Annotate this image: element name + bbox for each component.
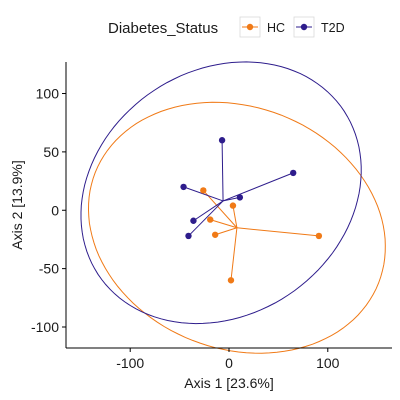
spoke-t2d-2 — [183, 186, 224, 202]
x-axis-title: Axis 1 [23.6%] — [184, 375, 274, 391]
spoke-t2d-4 — [193, 200, 224, 222]
y-tick-label: 0 — [51, 202, 59, 218]
ellipse-hc — [87, 101, 386, 354]
y-tick-label: 100 — [36, 86, 60, 102]
point-t2d-2 — [180, 183, 187, 191]
x-tick-label: 0 — [225, 355, 233, 371]
point-t2d-4 — [190, 217, 197, 224]
x-ticks: -100 0 100 — [116, 348, 340, 371]
y-ticks: -100 -50 0 50 100 — [31, 86, 66, 335]
legend-item-t2d: T2D — [293, 16, 345, 38]
spoke-t2d-5 — [188, 200, 224, 237]
legend-items: HC T2D — [239, 16, 345, 38]
spoke-hc-3 — [215, 227, 238, 236]
x-tick-label: 100 — [316, 355, 340, 371]
legend-label: HC — [267, 21, 285, 35]
point-t2d-0 — [218, 137, 226, 144]
legend-label: T2D — [321, 21, 345, 35]
spoke-hc-2 — [210, 219, 238, 229]
legend-key-point — [246, 23, 254, 31]
point-hc-5 — [227, 277, 235, 284]
spoke-hc-5 — [230, 227, 238, 281]
legend-key-point — [300, 23, 308, 31]
point-t2d-5 — [185, 232, 192, 240]
centroid-spokes — [183, 140, 319, 281]
point-hc-4 — [315, 232, 323, 240]
y-tick-label: 50 — [43, 144, 59, 160]
point-hc-3 — [211, 231, 219, 238]
axes: -100 0 100 -100 -50 0 50 100 Axis 1 [23.6%] Ax… — [9, 62, 392, 391]
confidence-ellipses — [80, 61, 386, 354]
ellipse-t2d — [80, 61, 362, 325]
spoke-hc-0 — [202, 190, 238, 229]
y-axis-title: Axis 2 [13.9%] — [9, 160, 25, 250]
data-points — [180, 137, 323, 284]
point-hc-2 — [207, 216, 214, 223]
point-t2d-3 — [236, 194, 244, 201]
legend: Diabetes_Status HC T2D — [108, 16, 345, 38]
point-hc-0 — [200, 187, 207, 194]
x-tick-label: -100 — [116, 355, 144, 371]
y-tick-label: -50 — [39, 261, 59, 277]
legend-item-hc: HC — [239, 16, 285, 38]
point-t2d-1 — [290, 169, 297, 177]
point-hc-1 — [229, 202, 237, 209]
spoke-hc-1 — [232, 205, 238, 228]
y-tick-label: -100 — [31, 319, 59, 335]
spoke-t2d-1 — [222, 172, 294, 202]
legend-title: Diabetes_Status — [108, 20, 218, 37]
spoke-hc-4 — [236, 227, 319, 237]
spoke-t2d-0 — [221, 140, 224, 201]
